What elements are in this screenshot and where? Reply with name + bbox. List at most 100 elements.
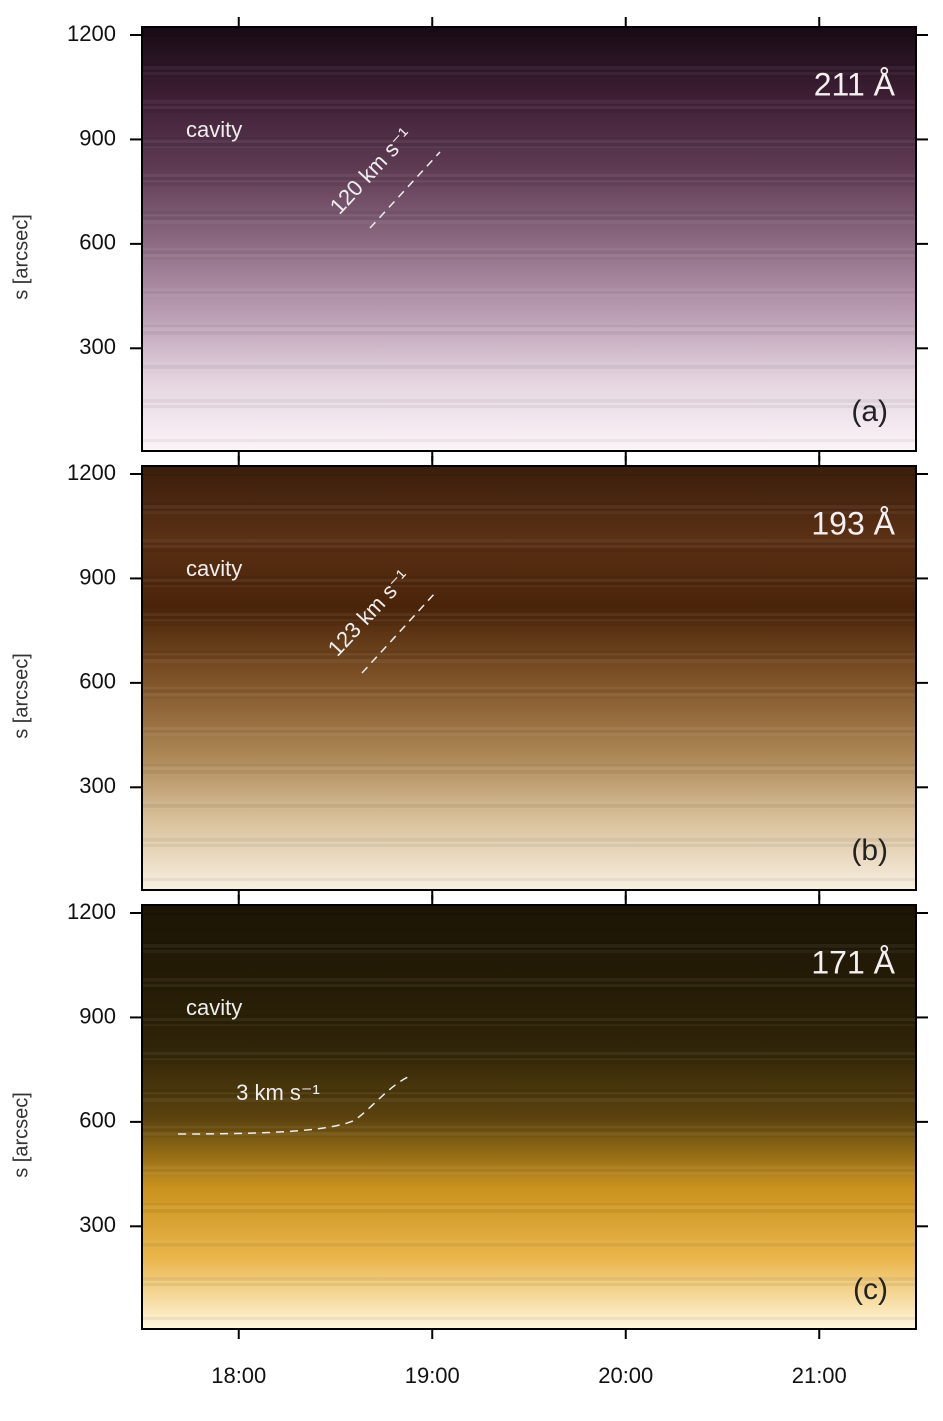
texture-streak bbox=[142, 1015, 916, 1017]
texture-streak bbox=[142, 1126, 916, 1128]
texture-streak bbox=[142, 984, 916, 987]
texture-streak bbox=[142, 1243, 916, 1247]
texture-streak bbox=[142, 650, 916, 654]
x-tick-label: 18:00 bbox=[211, 1363, 266, 1388]
texture-streak bbox=[142, 254, 916, 258]
y-tick-label: 900 bbox=[79, 1003, 116, 1028]
texture-streak bbox=[142, 103, 916, 105]
texture-streak bbox=[142, 807, 916, 809]
texture-streak bbox=[142, 881, 916, 885]
texture-streak bbox=[142, 987, 916, 991]
texture-streak bbox=[142, 913, 916, 915]
texture-streak bbox=[142, 1277, 916, 1281]
texture-streak bbox=[142, 622, 916, 625]
texture-streak bbox=[142, 653, 916, 655]
texture-streak bbox=[142, 579, 916, 582]
texture-streak bbox=[142, 183, 916, 186]
panel-label: (a) bbox=[851, 395, 888, 428]
texture-streak bbox=[142, 804, 916, 808]
texture-streak bbox=[142, 656, 916, 659]
texture-streak bbox=[142, 331, 916, 335]
texture-streak bbox=[142, 545, 916, 548]
y-tick-label: 1200 bbox=[67, 460, 116, 485]
texture-streak bbox=[142, 63, 916, 66]
texture-streak bbox=[142, 399, 916, 403]
texture-streak bbox=[142, 106, 916, 109]
texture-streak bbox=[142, 1206, 916, 1209]
texture-streak bbox=[142, 1317, 916, 1320]
panel-frame bbox=[141, 26, 917, 452]
speed-fit-line bbox=[361, 592, 436, 674]
texture-streak bbox=[142, 585, 916, 587]
texture-streak bbox=[142, 35, 916, 37]
panel-label: (b) bbox=[851, 834, 888, 867]
y-tick-label: 900 bbox=[79, 564, 116, 589]
y-tick-label: 300 bbox=[79, 1212, 116, 1237]
texture-streak bbox=[142, 69, 916, 71]
texture-streak bbox=[142, 1021, 916, 1025]
texture-streak bbox=[142, 1058, 916, 1060]
texture-streak bbox=[142, 291, 916, 293]
speed-fit-line bbox=[369, 151, 441, 229]
texture-streak bbox=[142, 696, 916, 698]
texture-streak bbox=[142, 576, 916, 578]
texture-streak bbox=[142, 659, 916, 663]
texture-streak bbox=[142, 582, 916, 586]
texture-streak bbox=[142, 505, 916, 509]
y-tick-label: 1200 bbox=[67, 21, 116, 46]
texture-streak bbox=[142, 690, 916, 693]
texture-streak bbox=[142, 362, 916, 365]
texture-streak bbox=[142, 1061, 916, 1064]
texture-streak bbox=[142, 539, 916, 543]
texture-streak bbox=[142, 140, 916, 143]
texture-streak bbox=[142, 1098, 916, 1102]
texture-streak bbox=[142, 511, 916, 514]
texture-streak bbox=[142, 288, 916, 292]
texture-streak bbox=[142, 1132, 916, 1136]
texture-streak bbox=[142, 875, 916, 877]
wavelength-label: 171 Å bbox=[811, 944, 895, 980]
texture-streak bbox=[142, 727, 916, 731]
texture-streak bbox=[142, 137, 916, 139]
texture-streak bbox=[142, 838, 916, 842]
texture-streak bbox=[142, 733, 916, 736]
texture-streak bbox=[142, 944, 916, 948]
texture-streak bbox=[142, 844, 916, 847]
texture-streak bbox=[142, 1172, 916, 1175]
texture-streak bbox=[142, 1320, 916, 1324]
texture-streak bbox=[142, 770, 916, 774]
y-tick-label: 600 bbox=[79, 1108, 116, 1133]
texture-streak bbox=[142, 1095, 916, 1098]
texture-streak bbox=[142, 1240, 916, 1243]
texture-streak bbox=[142, 508, 916, 510]
annotation: cavity bbox=[186, 995, 242, 1020]
texture-streak bbox=[142, 950, 916, 953]
texture-streak bbox=[142, 1166, 916, 1170]
texture-streak bbox=[142, 801, 916, 804]
texture-streak bbox=[142, 947, 916, 949]
texture-streak bbox=[142, 325, 916, 327]
texture-streak bbox=[142, 1280, 916, 1282]
texture-streak bbox=[142, 981, 916, 983]
texture-streak bbox=[142, 100, 916, 104]
x-tick-label: 20:00 bbox=[598, 1363, 653, 1388]
panel-frame bbox=[141, 904, 917, 1330]
x-tick-label: 19:00 bbox=[405, 1363, 460, 1388]
texture-streak bbox=[142, 1129, 916, 1132]
y-tick-label: 900 bbox=[79, 125, 116, 150]
x-tick-label: 21:00 bbox=[792, 1363, 847, 1388]
texture-streak bbox=[142, 941, 916, 944]
texture-streak bbox=[142, 1135, 916, 1137]
texture-streak bbox=[142, 180, 916, 182]
texture-streak bbox=[142, 143, 916, 147]
texture-streak bbox=[142, 211, 916, 215]
image-panel bbox=[142, 466, 916, 890]
annotation: cavity bbox=[186, 117, 242, 142]
texture-streak bbox=[142, 1283, 916, 1286]
y-axis-label: s [arcsec] bbox=[10, 214, 32, 300]
texture-streak bbox=[142, 217, 916, 220]
texture-streak bbox=[142, 687, 916, 689]
texture-streak bbox=[142, 248, 916, 250]
texture-streak bbox=[142, 402, 916, 404]
